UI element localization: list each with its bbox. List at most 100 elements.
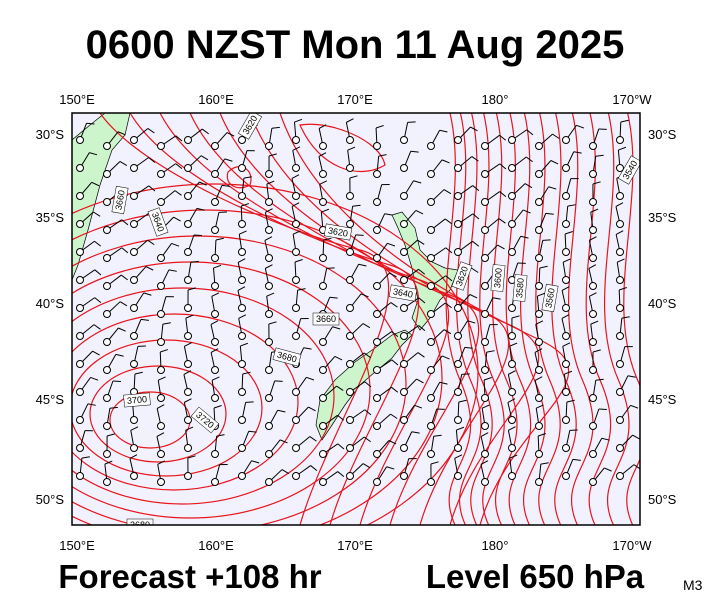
- barb-station: [535, 170, 543, 178]
- lon-label-bottom: 150°E: [59, 538, 95, 553]
- barb-flag: [443, 329, 452, 335]
- lon-label-bottom: 180°: [482, 538, 509, 553]
- barb-flag: [378, 154, 387, 157]
- barb-station: [265, 366, 273, 374]
- barb-flag: [615, 230, 624, 235]
- barb-flag: [391, 331, 399, 337]
- barb-station: [211, 254, 219, 262]
- barb-flag: [573, 151, 582, 154]
- barb-station: [211, 198, 219, 206]
- contour-label: 3640: [388, 284, 418, 302]
- barb-station: [589, 198, 597, 206]
- barb-station: [184, 248, 192, 256]
- lat-label-right: 35°S: [648, 210, 677, 225]
- barb-station: [157, 394, 165, 402]
- barb-flag: [319, 180, 328, 185]
- contour: [603, 113, 630, 525]
- barb-flag: [336, 385, 344, 391]
- barb-station: [373, 282, 381, 290]
- barb-station: [481, 170, 489, 178]
- barb-flag: [112, 380, 121, 383]
- barb-flag: [92, 350, 100, 356]
- barb-flag: [362, 323, 371, 329]
- barb-station: [481, 338, 489, 346]
- barb-flag: [119, 161, 128, 166]
- barb-station: [373, 198, 381, 206]
- barb-station: [400, 192, 408, 200]
- contour: [665, 113, 689, 525]
- barb-station: [211, 282, 219, 290]
- barb-flag: [266, 180, 275, 185]
- barb-flag: [264, 236, 273, 241]
- barb-station: [184, 360, 192, 368]
- barb-flag: [347, 146, 356, 151]
- barb-flag: [148, 185, 156, 192]
- barb-station: [319, 198, 327, 206]
- barb-station: [103, 254, 111, 262]
- barb-station: [454, 220, 462, 228]
- barb-flag: [590, 320, 599, 325]
- barb-flag: [309, 436, 317, 442]
- barb-flag: [364, 409, 372, 416]
- contour: [623, 113, 640, 525]
- barb-station: [319, 254, 327, 262]
- barb-station: [157, 170, 165, 178]
- barb-station: [562, 472, 570, 480]
- lat-label-left: 40°S: [36, 296, 65, 311]
- barb-flag: [391, 359, 399, 366]
- barb-flag: [441, 159, 450, 164]
- barb-station: [184, 192, 192, 200]
- contour-label-box: [123, 392, 151, 408]
- barb-flag: [548, 186, 557, 190]
- barb-station: [562, 276, 570, 284]
- barb-station: [292, 220, 300, 228]
- barb-flag: [470, 126, 478, 132]
- barb-station: [589, 310, 597, 318]
- barb-station: [130, 136, 138, 144]
- barb-flag: [562, 258, 571, 263]
- barb-flag: [618, 146, 627, 151]
- barb-flag: [187, 455, 196, 459]
- barb-flag: [268, 153, 277, 157]
- barb-station: [427, 338, 435, 346]
- barb-flag: [184, 398, 192, 403]
- barb-station: [292, 472, 300, 480]
- barb-station: [373, 254, 381, 262]
- barb-station: [292, 192, 300, 200]
- barb-flag: [160, 349, 169, 353]
- barb-station: [103, 478, 111, 486]
- barb-station: [265, 310, 273, 318]
- contour-label: 3660: [312, 312, 340, 326]
- barb-flag: [523, 209, 531, 214]
- barb-flag: [239, 230, 247, 235]
- barb-station: [427, 310, 435, 318]
- contour: [72, 339, 263, 477]
- barb-station: [562, 248, 570, 256]
- barb-flag: [471, 156, 479, 162]
- barb-flag: [241, 203, 250, 207]
- barb-station: [184, 164, 192, 172]
- contour: [89, 365, 227, 463]
- barb-station: [373, 338, 381, 346]
- barb-station: [76, 248, 84, 256]
- barb-flag: [481, 404, 490, 409]
- contour-label: 3700: [123, 392, 151, 408]
- contour-label-box: [147, 207, 169, 237]
- barb-station: [373, 170, 381, 178]
- barb-flag: [499, 134, 507, 141]
- barb-flag: [619, 287, 627, 291]
- contour-label-text: 3600: [492, 268, 504, 289]
- barb-flag: [265, 208, 273, 213]
- barb-flag: [196, 207, 205, 211]
- contour: [72, 313, 299, 491]
- barb-flag: [337, 443, 345, 450]
- barb-station: [130, 220, 138, 228]
- barb-flag: [184, 342, 192, 347]
- barb-flag: [87, 403, 96, 406]
- barb-station: [562, 136, 570, 144]
- barb-station: [589, 366, 597, 374]
- barb-flag: [486, 350, 495, 353]
- lat-label-right: 30°S: [648, 127, 677, 142]
- barb-station: [616, 192, 624, 200]
- barb-flag: [418, 268, 426, 275]
